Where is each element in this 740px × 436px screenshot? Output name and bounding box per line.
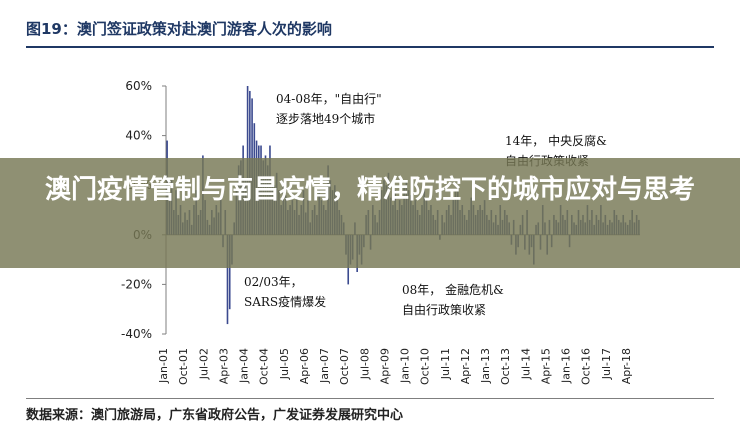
x-tick-label: Jul-02 (197, 348, 210, 380)
x-tick-label: Apr-12 (459, 348, 472, 384)
x-tick-label: Apr-06 (298, 348, 311, 384)
annotation-line: 08年， 金融危机& (402, 282, 504, 297)
bar (226, 234, 229, 325)
annotation-line: 自由行政策收紧 (402, 303, 486, 317)
x-tick-label: Jan-07 (318, 348, 331, 384)
y-tick-label: -40% (121, 327, 152, 341)
x-tick-label: Jan-10 (399, 348, 412, 384)
annotation-layer: 04-08年，"自由行" 逐步落地49个城市 14年， 中央反腐&自由行政策收紧 02… (244, 92, 607, 317)
x-tick-label: Jan-01 (157, 348, 170, 384)
y-tick-label: -20% (121, 277, 152, 291)
annotation-line: SARS疫情爆发 (244, 294, 326, 309)
x-tick-label: Apr-15 (539, 348, 552, 384)
y-tick-label: 60% (125, 79, 152, 93)
annotation-line: 14年， 中央反腐& (505, 133, 607, 148)
x-tick-label: Jan-16 (560, 348, 573, 384)
x-tick-label: Oct-07 (338, 348, 351, 385)
x-tick-label: Jul-17 (600, 348, 613, 380)
annotation-line: 逐步落地49个城市 (276, 111, 375, 126)
title-rule (26, 46, 714, 48)
source-rule (26, 398, 714, 399)
source-note: 数据来源：澳门旅游局，广东省政府公告，广发证券发展研究中心 (26, 408, 404, 423)
annotation-line: 04-08年，"自由行" (276, 92, 382, 106)
y-tick-label: 40% (125, 129, 152, 143)
x-tick-label: Jul-08 (358, 348, 371, 380)
x-tick-label: Jul-14 (519, 348, 532, 380)
headline-title: 澳门疫情管制与南昌疫情，精准防控下的城市应对与思考 (44, 175, 695, 205)
x-tick-label: Jan-13 (479, 348, 492, 384)
x-tick-label: Apr-18 (620, 348, 633, 384)
x-tick-label: Oct-13 (499, 348, 512, 385)
headline-overlay (0, 158, 740, 268)
x-tick-label: Jan-04 (238, 348, 251, 384)
x-tick-label: Apr-03 (217, 348, 230, 384)
annotation-line: 02/03年， (244, 275, 303, 289)
x-tick-label: Oct-10 (419, 348, 432, 385)
x-tick-label: Oct-16 (580, 348, 593, 385)
x-tick-label: Oct-01 (177, 348, 190, 385)
x-tick-label: Jul-11 (439, 348, 452, 380)
tick-layer: 60%40%20%0%-20%-40%Jan-01Oct-01Jul-02Apr… (121, 79, 633, 385)
figure-title: 图19：澳门签证政策对赴澳门游客人次的影响 (26, 20, 332, 38)
x-tick-label: Jul-05 (278, 348, 291, 380)
x-tick-label: Apr-09 (378, 348, 391, 384)
bar (228, 234, 231, 310)
x-tick-label: Oct-04 (258, 348, 271, 385)
